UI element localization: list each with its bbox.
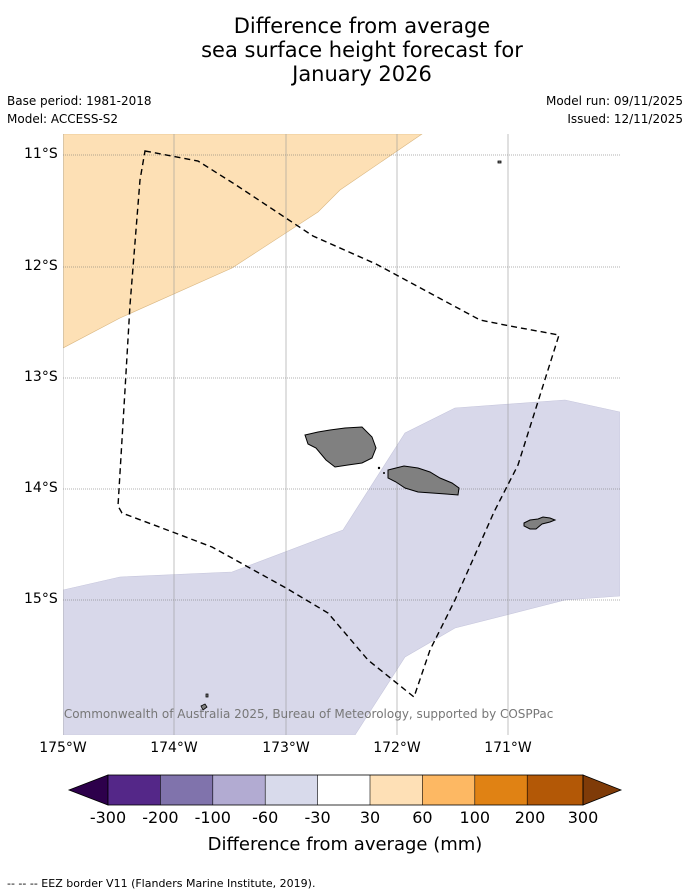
upolu-island bbox=[387, 465, 460, 496]
colorbar-label-minus-100: -100 bbox=[194, 808, 231, 827]
issued-date: Issued: 12/11/2025 bbox=[567, 112, 683, 126]
colorbar-label-300: 300 bbox=[567, 808, 599, 827]
colorbar-min-extend bbox=[67, 774, 109, 806]
colorbar-bin-2 bbox=[160, 775, 213, 805]
title-line-2: sea surface height forecast for bbox=[201, 38, 523, 62]
negative-anomaly-region bbox=[63, 399, 620, 735]
colorbar-label-minus-200: -200 bbox=[142, 808, 179, 827]
model-name: Model: ACCESS-S2 bbox=[7, 112, 119, 126]
lon-label-172w: 172°W bbox=[373, 740, 421, 756]
positive-anomaly-region bbox=[63, 134, 423, 349]
tutuila-island bbox=[523, 516, 557, 530]
colorbar-bin-6 bbox=[370, 775, 423, 805]
colorbar-title: Difference from average (mm) bbox=[207, 834, 483, 855]
lat-label-15s: 15°S bbox=[24, 591, 58, 607]
lat-label-12s: 12°S bbox=[24, 258, 58, 274]
lat-label-11s: 11°S bbox=[24, 146, 58, 162]
lon-label-174w: 174°W bbox=[150, 740, 198, 756]
colorbar-bin-7 bbox=[422, 775, 475, 805]
eez-legend-note: -- -- -- EEZ border V11 (Flanders Marine… bbox=[7, 877, 316, 890]
colorbar-label-minus-60: -60 bbox=[252, 808, 279, 827]
chart-title: Difference from average sea surface heig… bbox=[0, 14, 690, 86]
copyright-text: © Commonwealth of Australia 2025, Bureau… bbox=[48, 707, 553, 721]
colorbar bbox=[67, 774, 623, 806]
colorbar-bin-3 bbox=[212, 775, 266, 805]
longitude-gridlines bbox=[63, 134, 509, 735]
model-run-date: Model run: 09/11/2025 bbox=[545, 94, 683, 108]
colorbar-bin-4 bbox=[265, 775, 318, 805]
small-islet-north bbox=[497, 160, 502, 164]
colorbar-max-extend bbox=[582, 774, 623, 806]
savaii-island bbox=[304, 426, 377, 468]
colorbar-bin-1 bbox=[108, 775, 161, 805]
title-line-3: January 2026 bbox=[292, 62, 432, 86]
colorbar-label-60: 60 bbox=[412, 808, 433, 827]
lat-label-13s: 13°S bbox=[24, 369, 58, 385]
small-islet-south bbox=[200, 693, 209, 711]
colorbar-bin-5 bbox=[317, 775, 370, 805]
lon-label-175w: 175°W bbox=[39, 740, 87, 756]
lon-label-171w: 171°W bbox=[484, 740, 532, 756]
eez-border bbox=[117, 150, 560, 699]
colorbar-label-minus-300: -300 bbox=[89, 808, 127, 827]
colorbar-bin-9 bbox=[527, 775, 583, 805]
map-area: © Commonwealth of Australia 2025, Bureau… bbox=[48, 134, 620, 735]
colorbar-bin-8 bbox=[474, 775, 528, 805]
title-line-1: Difference from average bbox=[233, 14, 491, 38]
colorbar-label-30: 30 bbox=[359, 808, 381, 827]
colorbar-label-minus-30: -30 bbox=[304, 808, 331, 827]
lat-label-14s: 14°S bbox=[24, 480, 58, 496]
latitude-gridlines bbox=[63, 154, 620, 601]
lon-label-173w: 173°W bbox=[262, 740, 310, 756]
colorbar-label-100: 100 bbox=[459, 808, 491, 827]
colorbar-label-200: 200 bbox=[514, 808, 546, 827]
base-period: Base period: 1981-2018 bbox=[7, 94, 152, 108]
